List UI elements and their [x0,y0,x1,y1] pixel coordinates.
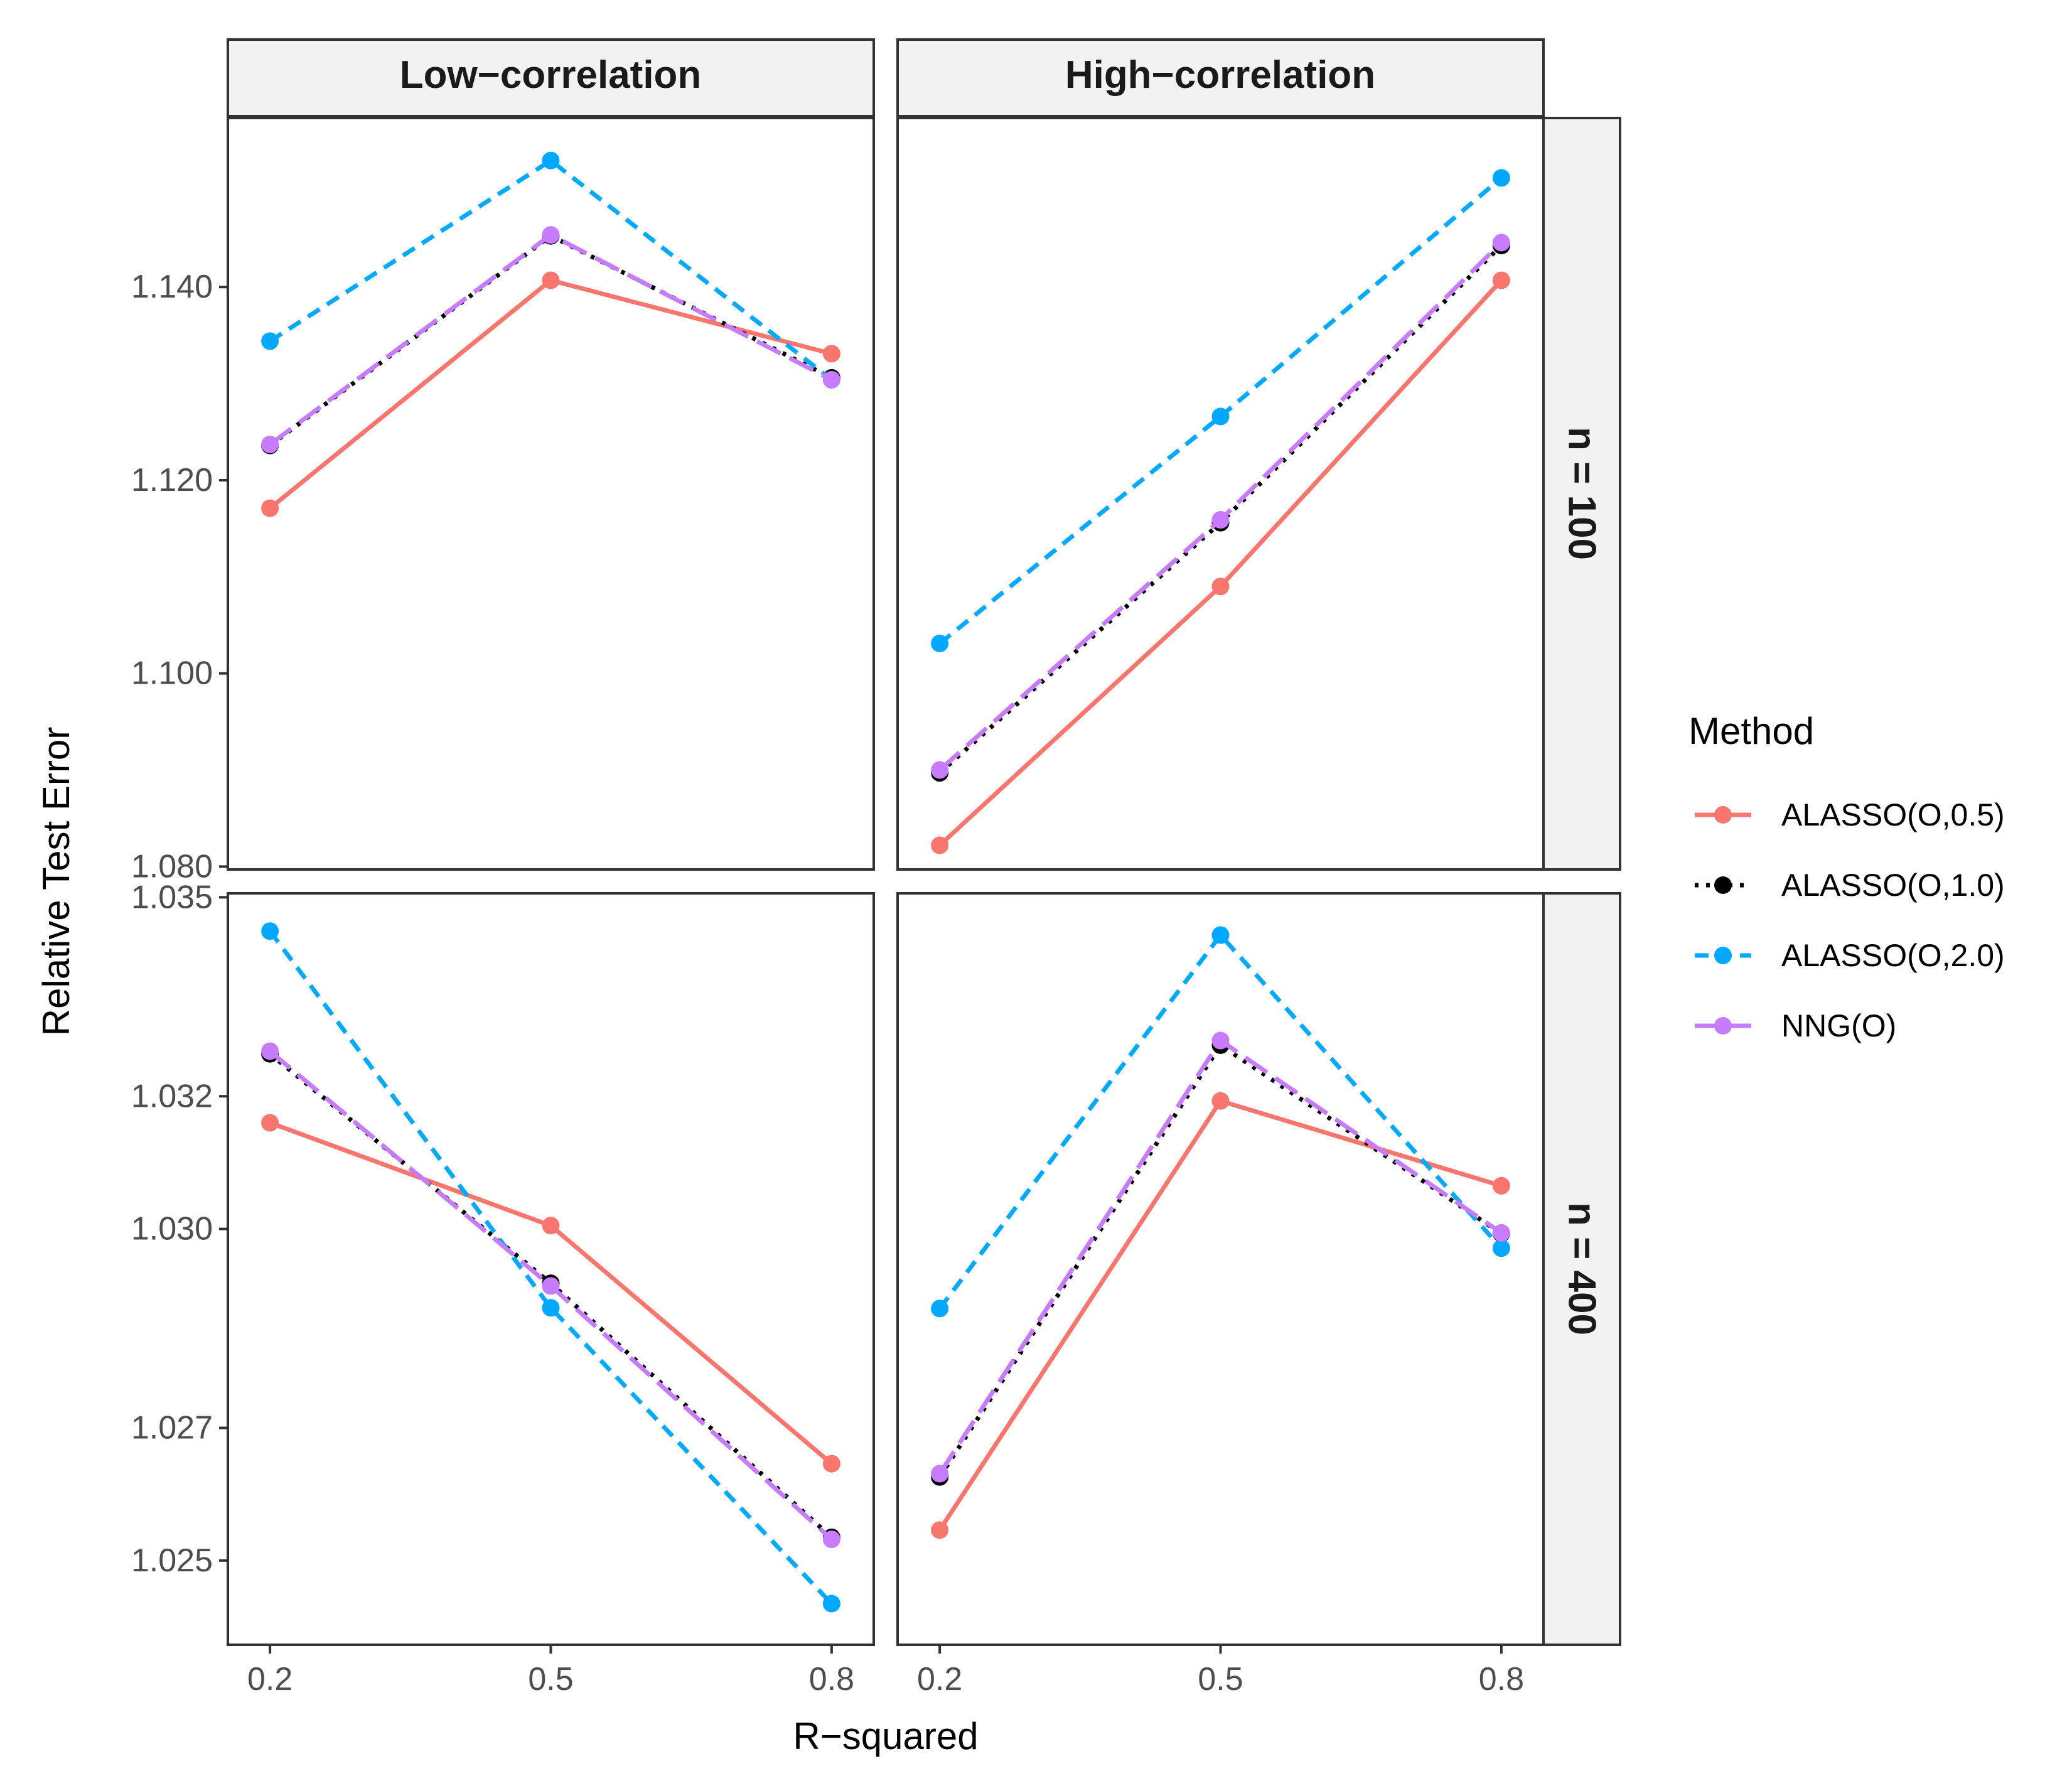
point-nng-o-high-correlation-n-100-2 [1492,234,1510,252]
strip-label-high-correlation: High−correlation [1065,53,1375,97]
y-tick-label-low-correlation-n-100-1: 1.100 [131,655,213,692]
legend-label-nng-o: NNG(O) [1781,1008,1896,1043]
series-nng-o-low-correlation-n-400 [261,1042,840,1549]
legend-label-alasso-o-1-0: ALASSO(O,1.0) [1781,868,2005,903]
series-nng-o-high-correlation-n-400 [931,1031,1510,1483]
panel-frame-high-n100 [896,117,1545,871]
point-alasso-o-2-0-low-correlation-n-400-1 [542,1299,560,1317]
legend-item-alasso-o-1-0: ALASSO(O,1.0) [1695,868,2005,903]
ticks-layer: 1.080 1.100 1.120 1.140 1.025 1.027 1.030 1.032… [131,269,1524,1698]
point-nng-o-low-correlation-n-100-0 [261,436,279,454]
point-alasso-o-2-0-high-correlation-n-400-1 [1211,926,1230,944]
y-tick-label-low-correlation-n-400-1: 1.027 [131,1410,213,1446]
legend-label-alasso-o-0-5: ALASSO(O,0.5) [1781,797,2005,832]
line-alasso-o-2-0-high-correlation-n-400 [938,932,1503,1310]
point-nng-o-low-correlation-n-400-0 [261,1042,279,1060]
point-alasso-o-2-0-high-correlation-n-400-0 [931,1299,949,1318]
strip-n-100 [1542,117,1621,871]
x-tick-label-high-correlation-n-400-0: 0.2 [917,1661,962,1698]
y-tick-label-low-correlation-n-400-2: 1.030 [131,1211,213,1247]
series-nng-o-low-correlation-n-100 [261,226,840,454]
point-alasso-o-0-5-low-correlation-n-100-0 [261,499,279,517]
legend-label-alasso-o-2-0: ALASSO(O,2.0) [1781,938,2005,973]
y-tick-label-low-correlation-n-100-2: 1.120 [131,462,213,498]
point-nng-o-high-correlation-n-100-1 [1211,511,1230,529]
legend-item-alasso-o-2-0: ALASSO(O,2.0) [1695,938,2005,973]
point-alasso-o-2-0-high-correlation-n-100-1 [1211,407,1230,426]
point-alasso-o-0-5-high-correlation-n-100-0 [931,836,949,854]
point-nng-o-low-correlation-n-100-1 [542,226,560,244]
line-alasso-o-2-0-low-correlation-n-100 [269,158,834,382]
strip-low-correlation [227,38,875,117]
panel-frame-high-n400 [896,892,1545,1646]
point-alasso-o-0-5-low-correlation-n-100-2 [822,345,840,363]
point-nng-o-low-correlation-n-400-2 [822,1531,840,1549]
legend: Method ALASSO(O,0.5)ALASSO(O,1.0)ALASSO(… [1688,710,2005,1043]
legend-item-nng-o: NNG(O) [1695,1008,1896,1043]
y-tick-label-low-correlation-n-400-0: 1.025 [131,1542,213,1579]
strip-label-low-correlation: Low−correlation [400,53,702,97]
y-tick-label-low-correlation-n-100-0: 1.080 [131,848,213,885]
legend-key-point-alasso-o-2-0 [1714,947,1732,964]
point-alasso-o-2-0-high-correlation-n-100-0 [931,634,949,652]
point-alasso-o-2-0-high-correlation-n-100-2 [1492,169,1510,187]
point-alasso-o-0-5-low-correlation-n-100-1 [542,271,560,289]
point-alasso-o-2-0-low-correlation-n-400-2 [822,1595,840,1613]
point-alasso-o-2-0-low-correlation-n-100-0 [261,332,279,350]
point-alasso-o-2-0-high-correlation-n-400-2 [1492,1239,1510,1257]
legend-title: Method [1688,710,1814,752]
legend-key-point-nng-o [1714,1017,1732,1035]
legend-key-point-alasso-o-0-5 [1714,806,1732,824]
strip-high-correlation [896,38,1545,117]
y-tick-label-low-correlation-n-100-3: 1.140 [131,269,213,305]
point-nng-o-high-correlation-n-400-1 [1211,1031,1230,1050]
strip-n-400 [1542,892,1621,1646]
point-alasso-o-2-0-low-correlation-n-400-0 [261,922,279,940]
y-tick-label-low-correlation-n-400-4: 1.035 [131,879,213,915]
point-alasso-o-0-5-low-correlation-n-400-1 [542,1217,560,1235]
point-nng-o-high-correlation-n-400-0 [931,1465,949,1483]
series-alasso-o-0-5-high-correlation-n-100 [931,271,1510,854]
legend-key-point-alasso-o-1-0 [1714,876,1732,894]
point-alasso-o-0-5-low-correlation-n-400-0 [261,1114,279,1132]
x-tick-label-low-correlation-n-400-1: 0.5 [528,1661,573,1698]
x-tick-label-low-correlation-n-400-0: 0.2 [247,1661,293,1698]
x-tick-label-high-correlation-n-400-2: 0.8 [1479,1661,1524,1698]
point-alasso-o-0-5-low-correlation-n-400-2 [822,1455,840,1473]
point-nng-o-low-correlation-n-400-1 [542,1277,560,1295]
x-tick-label-high-correlation-n-400-1: 0.5 [1198,1661,1243,1698]
series-alasso-o-2-0-high-correlation-n-100 [931,169,1510,652]
point-alasso-o-0-5-high-correlation-n-100-1 [1211,578,1230,596]
point-alasso-o-0-5-high-correlation-n-400-0 [931,1521,949,1539]
point-alasso-o-0-5-high-correlation-n-400-1 [1211,1092,1230,1110]
series-alasso-o-0-5-low-correlation-n-400 [261,1114,840,1473]
legend-item-alasso-o-0-5: ALASSO(O,0.5) [1695,797,2005,832]
line-alasso-o-2-0-high-correlation-n-100 [938,176,1503,645]
point-nng-o-low-correlation-n-100-2 [822,370,840,389]
y-axis-title: Relative Test Error [35,727,77,1036]
x-axis-title: R−squared [793,1715,978,1757]
series-alasso-o-0-5-high-correlation-n-400 [931,1092,1510,1539]
legend-entries: ALASSO(O,0.5) ALASSO(O,1.0) ALASSO(O,2.0) N… [1695,797,2005,1043]
series-layer [261,151,1510,1613]
panel-frame-low-n400 [227,892,875,1646]
strip-label-n-100: n = 100 [1560,427,1604,560]
point-alasso-o-2-0-low-correlation-n-100-1 [542,151,560,169]
strip-label-n-400: n = 400 [1560,1202,1604,1335]
y-tick-label-low-correlation-n-400-3: 1.032 [131,1078,213,1114]
point-nng-o-high-correlation-n-100-0 [931,761,949,779]
series-alasso-o-2-0-high-correlation-n-400 [931,926,1510,1318]
point-alasso-o-0-5-high-correlation-n-400-2 [1492,1176,1510,1195]
x-tick-label-low-correlation-n-400-2: 0.8 [809,1661,854,1698]
point-nng-o-high-correlation-n-400-2 [1492,1224,1510,1242]
series-nng-o-high-correlation-n-100 [931,234,1510,779]
series-alasso-o-2-0-low-correlation-n-400 [261,922,840,1613]
point-alasso-o-0-5-high-correlation-n-100-2 [1492,271,1510,289]
